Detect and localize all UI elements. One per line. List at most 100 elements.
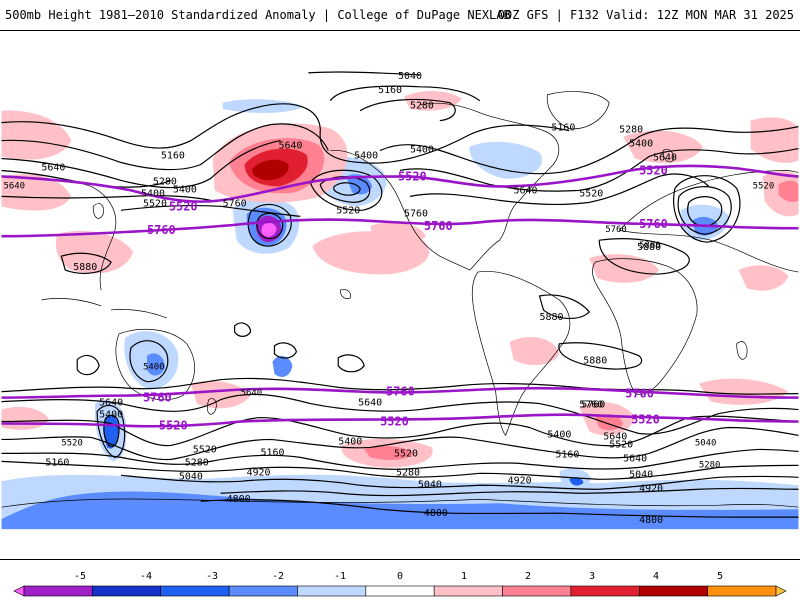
contour-label: 5640 — [514, 185, 538, 196]
legend-label: 5 — [717, 571, 723, 582]
contour-label: 5040 — [179, 471, 203, 482]
contour-label: 5760 — [223, 198, 247, 209]
contour-small-1 — [76, 354, 100, 376]
contour-label: 5880 — [73, 262, 97, 273]
contour-5640-sh — [1, 393, 799, 435]
south-america-red — [509, 336, 560, 366]
legend-swatch — [228, 585, 298, 597]
purple-label: 5760 — [625, 387, 654, 401]
legend-swatch — [365, 585, 435, 597]
purple-label: 5520 — [631, 413, 660, 427]
purple-label: 5760 — [424, 219, 453, 233]
contour-label: 4800 — [639, 515, 663, 526]
purple-contours — [1, 164, 799, 428]
contour-small-3 — [234, 322, 252, 337]
contour-label: 5160 — [551, 123, 575, 134]
west-pacific-red — [1, 110, 72, 160]
contour-label: 5760 — [605, 225, 627, 235]
small-contour-labels: 5640 5520 5760 5880 5400 5640 5520 5040 … — [4, 181, 775, 470]
contour-label: 5520 — [61, 438, 83, 448]
contour-label: 5880 — [637, 242, 661, 253]
australia-coast — [115, 329, 195, 401]
contour-label: 5880 — [583, 356, 607, 367]
tasman-blue-core — [103, 415, 120, 449]
legend-swatch — [570, 585, 640, 597]
contour-5880-samerica — [538, 294, 591, 320]
legend-swatch — [433, 585, 503, 597]
contour-4800-sh — [200, 499, 799, 518]
contour-5040-north — [308, 71, 420, 76]
map-title: 500mb Height 1981–2010 Standardized Anom… — [5, 8, 511, 22]
contour-5880-west — [60, 252, 112, 274]
legend-label: -4 — [140, 571, 152, 582]
legend-label: 0 — [397, 571, 403, 582]
europe-red — [623, 130, 703, 163]
gulf-alaska-mid — [346, 174, 373, 195]
legend-swatch — [92, 585, 162, 597]
contour-europe-low-2 — [687, 196, 723, 227]
contour-label: 5640 — [358, 398, 382, 409]
contour-label: 5640 — [41, 162, 65, 173]
legend-swatch — [297, 585, 367, 597]
color-scale-legend: -5 -4 -3 -2 -1 0 1 2 3 4 5 — [13, 571, 787, 597]
contour-label: 5400 — [410, 145, 434, 156]
purple-contour-labels: 5520 5520 5760 5760 5520 5760 5760 5760 … — [143, 163, 668, 432]
header: 500mb Height 1981–2010 Standardized Anom… — [0, 0, 800, 30]
contour-label: 4800 — [227, 494, 251, 505]
legend-arrow-left — [13, 585, 25, 597]
uk — [662, 148, 674, 163]
purple-label: 5760 — [639, 217, 668, 231]
contour-label: 5160 — [378, 85, 402, 96]
purple-label: 5760 — [143, 391, 172, 405]
purple-5520-sh — [1, 413, 799, 428]
contour-label: 5520 — [753, 181, 775, 191]
contour-label: 5160 — [261, 447, 285, 458]
contour-label: 5640 — [278, 141, 302, 152]
contour-alaska-low — [309, 169, 383, 211]
hudson-blue — [469, 141, 543, 179]
contour-5400-nh — [1, 139, 281, 189]
contour-label: 5400 — [547, 429, 571, 440]
contour-5520-sh — [1, 415, 799, 447]
legend-label: 1 — [461, 571, 467, 582]
contour-label: 5400 — [338, 436, 362, 447]
contour-label: 5760 — [404, 208, 428, 219]
contour-pacific-low-2 — [256, 212, 284, 240]
legend-arrow-right — [775, 585, 787, 597]
contour-5160-north — [329, 85, 481, 102]
contour-atlantic-2 — [399, 147, 799, 192]
purple-5760-sh — [1, 386, 799, 399]
contour-label: 5400 — [629, 139, 653, 150]
indian-blue — [272, 355, 293, 377]
east-asia-red-mid — [778, 180, 799, 202]
contour-label: 5520 — [193, 444, 217, 455]
contour-label: 5640 — [603, 431, 627, 442]
contour-label: 5280 — [410, 101, 434, 112]
legend-swatch — [638, 585, 708, 597]
antarctica-coast — [1, 498, 799, 508]
contour-5280-nh — [1, 123, 329, 171]
purple-label: 5760 — [386, 385, 415, 399]
contour-pacific-low — [247, 203, 292, 247]
legend-swatch — [502, 585, 572, 597]
contour-5520-nh — [1, 195, 211, 201]
asia-west-coast — [1, 170, 117, 291]
contour-4920-sh — [220, 487, 799, 497]
contour-5400-sh — [1, 426, 799, 461]
contour-5280-north — [359, 98, 456, 122]
contour-label: 5400 — [143, 363, 165, 373]
contour-5880-africa-s — [558, 342, 643, 370]
positive-anomalies — [1, 91, 799, 468]
legend-label: 3 — [589, 571, 595, 582]
pacific-low-center — [261, 222, 277, 237]
contour-5160-sh — [1, 460, 799, 480]
purple-label: 5520 — [398, 169, 427, 183]
purple-label: 5520 — [380, 415, 409, 429]
contour-label: 5520 — [609, 439, 633, 450]
contour-alaska-low-3 — [333, 182, 361, 196]
legend-label: 4 — [653, 571, 659, 582]
contour-label: 5040 — [629, 469, 653, 480]
contour-label: 4920 — [247, 467, 271, 478]
map-background — [1, 31, 799, 559]
contour-small-4 — [273, 342, 298, 359]
